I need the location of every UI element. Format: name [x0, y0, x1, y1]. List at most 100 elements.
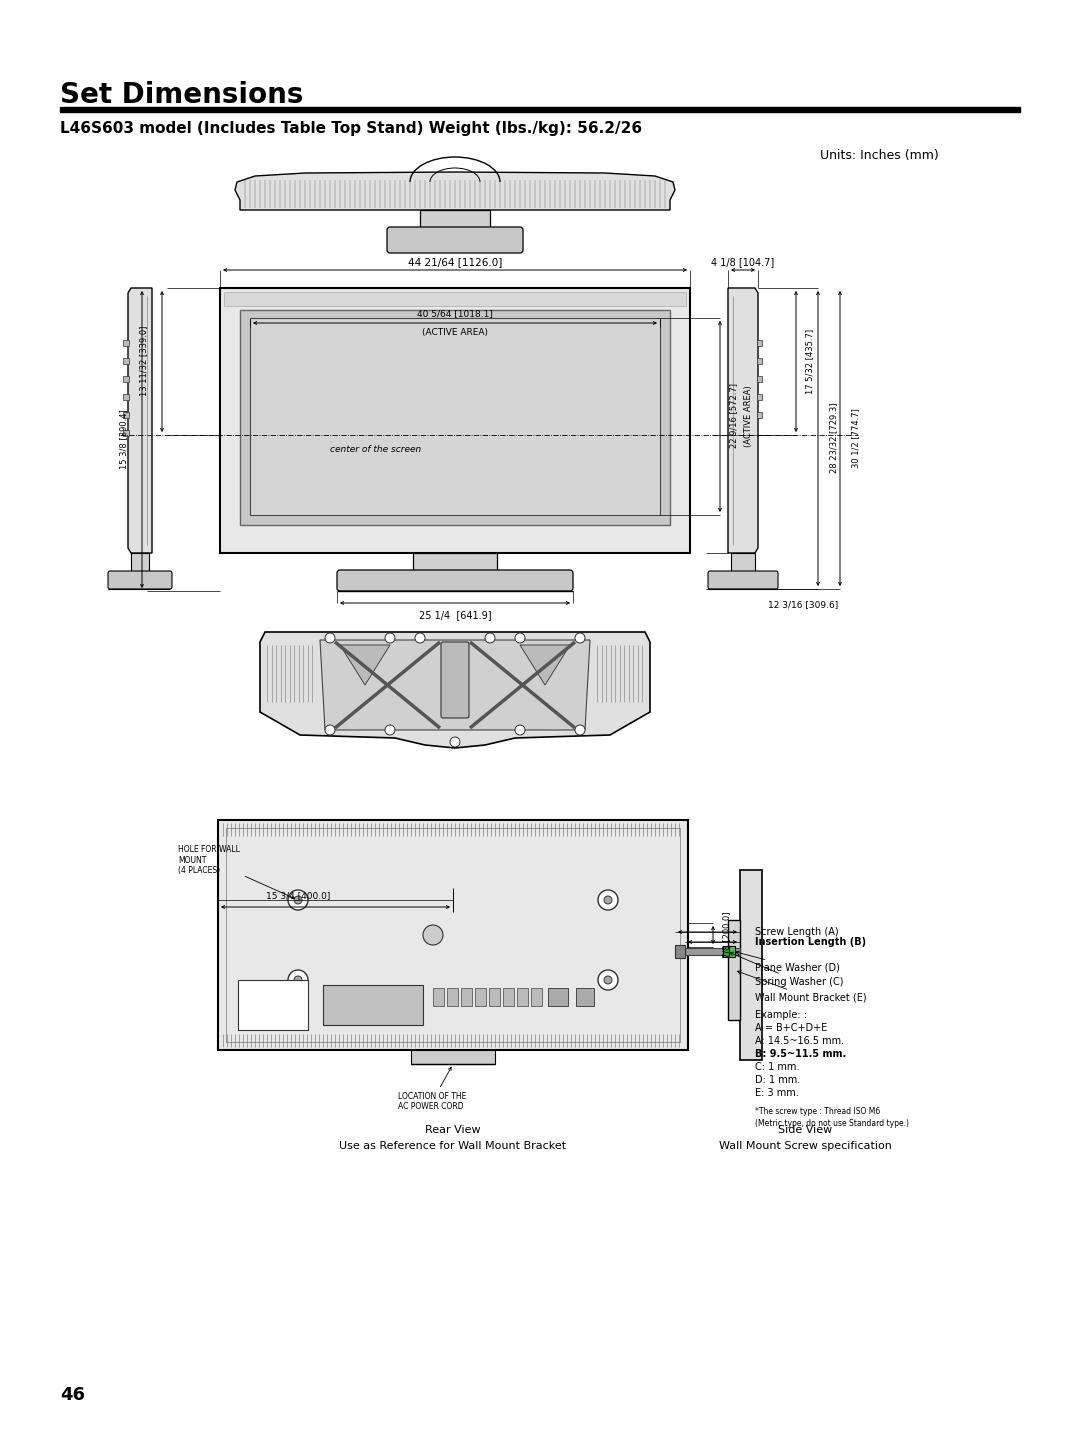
Circle shape [598, 971, 618, 991]
Text: 12 3/16 [309.6]: 12 3/16 [309.6] [768, 600, 838, 609]
Text: (Metric type, do not use Standard type.): (Metric type, do not use Standard type.) [755, 1119, 909, 1128]
Circle shape [288, 971, 308, 991]
Text: 15 3/4 [400.0]: 15 3/4 [400.0] [266, 891, 330, 900]
Circle shape [384, 634, 395, 644]
Circle shape [294, 976, 302, 984]
Circle shape [604, 896, 612, 904]
Circle shape [415, 634, 426, 644]
Text: Spring Washer (C): Spring Washer (C) [729, 952, 843, 986]
Text: Plane Washer (D): Plane Washer (D) [735, 950, 840, 973]
Bar [240, 310, 670, 526]
Bar [226, 828, 680, 1043]
Bar [238, 981, 308, 1030]
Text: Wall Mount Screw specification: Wall Mount Screw specification [718, 1140, 891, 1151]
Polygon shape [519, 645, 570, 685]
Circle shape [575, 634, 585, 644]
Polygon shape [728, 288, 758, 553]
Bar [548, 988, 568, 1007]
Bar [757, 340, 762, 346]
Text: HOLE FOR WALL
MOUNT
(4 PLACES): HOLE FOR WALL MOUNT (4 PLACES) [178, 845, 295, 899]
Bar [447, 988, 458, 1007]
Text: (ACTIVE AREA): (ACTIVE AREA) [743, 384, 753, 446]
FancyBboxPatch shape [441, 642, 469, 719]
Circle shape [604, 976, 612, 984]
Bar [740, 870, 762, 1060]
Bar [757, 376, 762, 382]
Text: L46S603 model (Includes Table Top Stand) Weight (lbs./kg): 56.2/26: L46S603 model (Includes Table Top Stand)… [60, 121, 643, 135]
Text: (ACTIVE AREA): (ACTIVE AREA) [422, 328, 488, 337]
FancyBboxPatch shape [337, 570, 573, 590]
Bar [123, 376, 129, 382]
Polygon shape [129, 288, 152, 553]
Bar [218, 819, 688, 1050]
Circle shape [288, 890, 308, 910]
Polygon shape [235, 171, 675, 210]
Text: 30 1/2 [774.7]: 30 1/2 [774.7] [851, 408, 861, 468]
Text: Side View: Side View [778, 1125, 832, 1135]
Bar [323, 985, 423, 1025]
Bar [123, 395, 129, 400]
Circle shape [384, 724, 395, 734]
Text: 40 5/64 [1018.1]: 40 5/64 [1018.1] [417, 310, 492, 318]
Text: 25 1/4  [641.9]: 25 1/4 [641.9] [419, 611, 491, 621]
Bar [723, 946, 729, 958]
Circle shape [294, 896, 302, 904]
Bar [475, 988, 486, 1007]
Bar [517, 988, 528, 1007]
Text: center of the screen: center of the screen [330, 445, 421, 454]
Bar [489, 988, 500, 1007]
Circle shape [325, 724, 335, 734]
Text: Wall Mount Bracket (E): Wall Mount Bracket (E) [738, 971, 866, 1004]
Circle shape [450, 737, 460, 747]
Text: Example: :: Example: : [755, 1009, 807, 1020]
Bar [413, 553, 497, 573]
Bar [729, 946, 735, 958]
Text: 4 1/8 [104.7]: 4 1/8 [104.7] [712, 256, 774, 266]
Bar [576, 988, 594, 1007]
Polygon shape [340, 645, 390, 685]
Circle shape [598, 890, 618, 910]
Circle shape [423, 924, 443, 945]
Text: 13 11/32 [339.0]: 13 11/32 [339.0] [139, 325, 149, 396]
Bar [757, 359, 762, 364]
Bar [433, 988, 444, 1007]
Text: Insertion Length (B): Insertion Length (B) [755, 937, 866, 948]
Bar [728, 920, 740, 1020]
Bar [220, 288, 690, 553]
Text: A = B+C+D+E: A = B+C+D+E [755, 1022, 827, 1032]
Bar [123, 359, 129, 364]
Bar [531, 988, 542, 1007]
FancyBboxPatch shape [108, 572, 172, 589]
Text: Use as Reference for Wall Mount Bracket: Use as Reference for Wall Mount Bracket [339, 1140, 567, 1151]
Text: 22 9/16 [572.7]: 22 9/16 [572.7] [729, 383, 739, 448]
Text: 15 3/8 [390.4]: 15 3/8 [390.4] [120, 409, 129, 469]
Polygon shape [260, 632, 650, 747]
Bar [60, 107, 1020, 112]
Bar [685, 948, 740, 955]
FancyBboxPatch shape [387, 228, 523, 253]
Text: A: 14.5~16.5 mm.: A: 14.5~16.5 mm. [755, 1035, 845, 1045]
Circle shape [515, 724, 525, 734]
Text: Rear View: Rear View [426, 1125, 481, 1135]
Text: Units: Inches (mm): Units: Inches (mm) [820, 148, 939, 161]
Circle shape [575, 724, 585, 734]
Bar [731, 553, 755, 573]
Bar [123, 431, 129, 436]
Text: Screw Length (A): Screw Length (A) [755, 927, 839, 937]
Bar [757, 395, 762, 400]
Bar [123, 340, 129, 346]
Bar [675, 945, 685, 958]
Text: 7/8 [200.0]: 7/8 [200.0] [723, 912, 731, 958]
Text: 17 5/32 [435.7]: 17 5/32 [435.7] [806, 328, 814, 393]
Text: D: 1 mm.: D: 1 mm. [755, 1076, 800, 1084]
Bar [131, 553, 149, 573]
Bar [411, 1050, 495, 1064]
Text: E: 3 mm.: E: 3 mm. [755, 1089, 799, 1097]
Bar [757, 412, 762, 418]
Bar [123, 412, 129, 418]
Text: 28 23/32 [729.3]: 28 23/32 [729.3] [829, 403, 838, 474]
Text: B: 9.5~11.5 mm.: B: 9.5~11.5 mm. [755, 1048, 847, 1058]
Text: *The screw type : Thread ISO M6: *The screw type : Thread ISO M6 [755, 1106, 880, 1116]
Bar [461, 988, 472, 1007]
Bar [503, 988, 514, 1007]
